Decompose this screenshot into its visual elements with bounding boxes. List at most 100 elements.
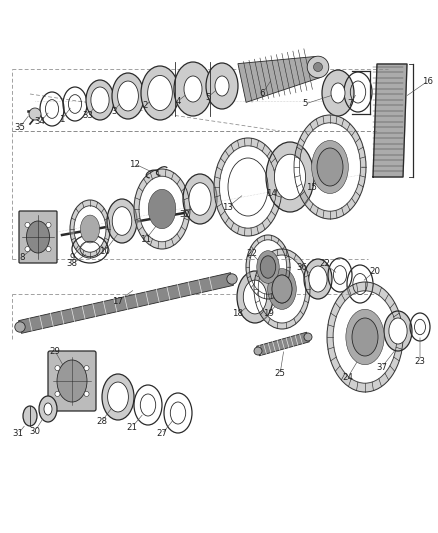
Ellipse shape	[389, 318, 407, 344]
Ellipse shape	[317, 148, 343, 186]
Text: 4: 4	[175, 96, 181, 106]
Text: 6: 6	[259, 90, 265, 99]
Ellipse shape	[257, 251, 279, 284]
Polygon shape	[373, 64, 407, 177]
Text: 15: 15	[307, 182, 318, 191]
Ellipse shape	[25, 222, 30, 228]
Text: 32: 32	[180, 209, 191, 219]
Text: 21: 21	[127, 423, 138, 432]
Ellipse shape	[312, 141, 348, 193]
Ellipse shape	[174, 62, 212, 116]
Ellipse shape	[55, 366, 60, 370]
Ellipse shape	[304, 259, 332, 299]
Ellipse shape	[227, 274, 237, 284]
Ellipse shape	[23, 406, 37, 426]
Text: 29: 29	[49, 346, 60, 356]
Polygon shape	[18, 273, 233, 333]
Text: 25: 25	[275, 369, 286, 378]
Text: 3: 3	[111, 107, 117, 116]
Text: 7: 7	[347, 100, 353, 109]
Ellipse shape	[352, 318, 378, 356]
Ellipse shape	[44, 403, 52, 415]
Polygon shape	[214, 138, 282, 236]
Ellipse shape	[307, 56, 329, 78]
Ellipse shape	[25, 247, 30, 252]
Ellipse shape	[243, 280, 267, 314]
Ellipse shape	[57, 360, 87, 402]
Text: 1: 1	[59, 115, 65, 124]
Polygon shape	[254, 249, 310, 329]
Text: 27: 27	[156, 430, 167, 439]
Text: 35: 35	[14, 123, 25, 132]
Ellipse shape	[86, 80, 114, 120]
Text: 5: 5	[302, 100, 308, 109]
Text: 2: 2	[142, 101, 148, 110]
Text: 20: 20	[370, 266, 381, 276]
Text: 22: 22	[319, 260, 331, 269]
Text: 38: 38	[67, 260, 78, 269]
Ellipse shape	[108, 382, 128, 412]
Text: 8: 8	[19, 253, 25, 262]
Text: 18: 18	[233, 310, 244, 319]
Polygon shape	[238, 56, 320, 102]
Ellipse shape	[183, 174, 217, 224]
Text: 9: 9	[69, 253, 75, 262]
Ellipse shape	[272, 275, 292, 303]
Text: 33: 33	[82, 111, 93, 120]
Ellipse shape	[15, 322, 25, 332]
Ellipse shape	[84, 391, 89, 397]
Text: 31: 31	[13, 430, 24, 439]
Text: 24: 24	[343, 373, 353, 382]
Ellipse shape	[148, 189, 176, 229]
Text: 12: 12	[130, 159, 141, 168]
Ellipse shape	[331, 83, 345, 103]
Ellipse shape	[260, 256, 276, 278]
Text: 17: 17	[113, 296, 124, 305]
Ellipse shape	[141, 66, 179, 120]
Polygon shape	[134, 169, 190, 249]
Ellipse shape	[29, 108, 41, 120]
Ellipse shape	[314, 62, 322, 71]
Ellipse shape	[206, 63, 238, 109]
Text: 13: 13	[223, 203, 233, 212]
Text: 23: 23	[414, 357, 425, 366]
Ellipse shape	[148, 76, 172, 110]
Ellipse shape	[107, 199, 137, 243]
Ellipse shape	[322, 70, 354, 116]
Text: 30: 30	[29, 426, 40, 435]
Ellipse shape	[117, 81, 138, 111]
Text: 16: 16	[423, 77, 434, 85]
Text: 37: 37	[377, 362, 388, 372]
Text: 36: 36	[297, 262, 307, 271]
Ellipse shape	[346, 309, 384, 365]
Ellipse shape	[26, 221, 49, 253]
Text: 34: 34	[35, 117, 46, 126]
Ellipse shape	[84, 366, 89, 370]
Ellipse shape	[102, 374, 134, 420]
Polygon shape	[327, 282, 403, 392]
Text: 28: 28	[96, 416, 107, 425]
Text: 5: 5	[205, 93, 211, 101]
Ellipse shape	[215, 76, 229, 96]
Ellipse shape	[274, 154, 306, 200]
Ellipse shape	[91, 87, 109, 113]
Ellipse shape	[39, 396, 57, 422]
Ellipse shape	[46, 247, 51, 252]
Ellipse shape	[309, 266, 327, 292]
Polygon shape	[294, 115, 366, 219]
Text: 11: 11	[141, 235, 152, 244]
Ellipse shape	[112, 207, 132, 235]
Ellipse shape	[184, 76, 202, 102]
Ellipse shape	[237, 271, 273, 323]
Text: 22: 22	[247, 249, 258, 259]
Ellipse shape	[254, 347, 262, 355]
Ellipse shape	[304, 333, 312, 341]
Ellipse shape	[189, 183, 211, 215]
Polygon shape	[257, 332, 309, 356]
Ellipse shape	[112, 73, 144, 119]
Text: 14: 14	[266, 190, 278, 198]
FancyBboxPatch shape	[48, 351, 96, 411]
Ellipse shape	[384, 311, 412, 351]
Text: 10: 10	[99, 246, 110, 255]
Ellipse shape	[266, 142, 314, 212]
